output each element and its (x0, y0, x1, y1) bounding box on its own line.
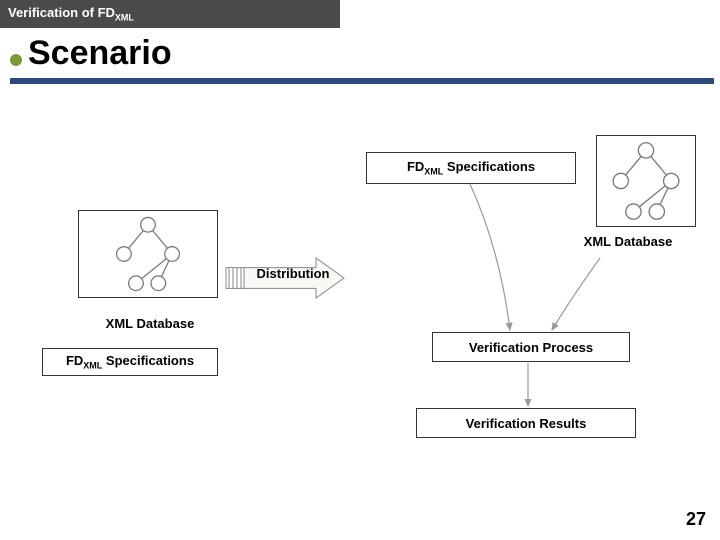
fd-spec-left-prefix: FD (66, 353, 83, 368)
fd-spec-top-sub: XML (424, 167, 443, 177)
tree-svg-left (79, 211, 217, 297)
title-rule (10, 78, 714, 84)
verification-process-box: Verification Process (432, 332, 630, 362)
distribution-label: Distribution (248, 266, 338, 286)
page-number: 27 (686, 509, 706, 530)
xml-tree-right (596, 135, 696, 227)
xml-db-right-label: XML Database (558, 234, 698, 258)
verification-results-box: Verification Results (416, 408, 636, 438)
breadcrumb-sub: XML (115, 13, 134, 23)
title-bullet (10, 54, 22, 66)
fd-spec-top-prefix: FD (407, 159, 424, 174)
breadcrumb-prefix: Verification of FD (8, 5, 115, 20)
breadcrumb-bar: Verification of FDXML (0, 0, 340, 28)
fd-spec-left-box: FDXML Specifications (42, 348, 218, 376)
fd-spec-top-suffix: Specifications (443, 159, 535, 174)
fd-spec-left-suffix: Specifications (102, 353, 194, 368)
fd-spec-left-sub: XML (83, 361, 102, 371)
fd-spec-top-box: FDXML Specifications (366, 152, 576, 184)
xml-tree-left (78, 210, 218, 298)
slide-title: Scenario (28, 34, 172, 73)
xml-db-left-label: XML Database (90, 316, 210, 336)
tree-svg-right (597, 136, 695, 226)
